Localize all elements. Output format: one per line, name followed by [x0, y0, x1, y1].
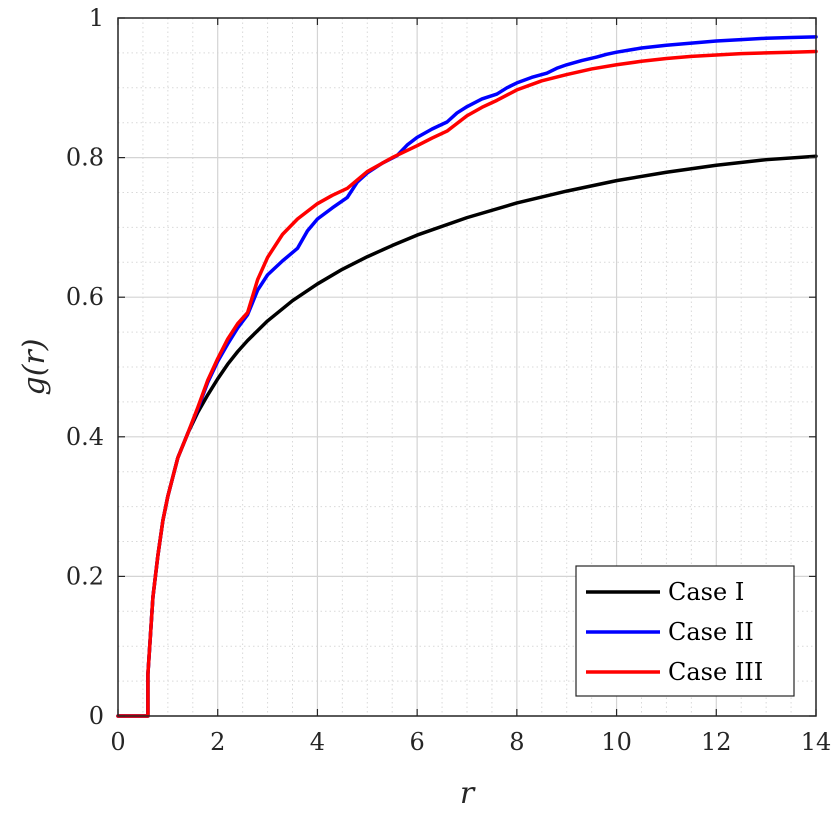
y-axis-label: g(r)	[17, 339, 52, 396]
y-tick-label: 0	[89, 702, 104, 730]
x-tick-label: 10	[601, 728, 632, 756]
y-axis-ticks: 0 0.2 0.4 0.6 0.8 1	[66, 4, 816, 730]
y-tick-label: 0.2	[66, 562, 104, 590]
x-tick-label: 14	[801, 728, 832, 756]
legend-label-1: Case I	[668, 578, 744, 606]
y-tick-label: 0.4	[66, 423, 104, 451]
legend-label-3: Case III	[668, 658, 763, 686]
series-lines	[116, 35, 818, 718]
x-tick-label: 8	[509, 728, 524, 756]
series-line-3	[116, 49, 818, 718]
x-axis-label: r	[460, 776, 476, 811]
legend: Case I Case II Case III	[575, 565, 795, 697]
x-tick-label: 12	[701, 728, 732, 756]
plot-frame	[117, 17, 817, 717]
y-tick-label: 0.8	[66, 144, 104, 172]
y-tick-label: 0.6	[66, 283, 104, 311]
x-tick-label: 2	[210, 728, 225, 756]
x-tick-label: 4	[310, 728, 325, 756]
y-tick-label: 1	[89, 4, 104, 32]
x-tick-label: 0	[110, 728, 125, 756]
legend-label-2: Case II	[668, 618, 754, 646]
x-axis-ticks: 0 2 4 6 8 10 12 14	[110, 18, 831, 756]
x-tick-label: 6	[410, 728, 425, 756]
